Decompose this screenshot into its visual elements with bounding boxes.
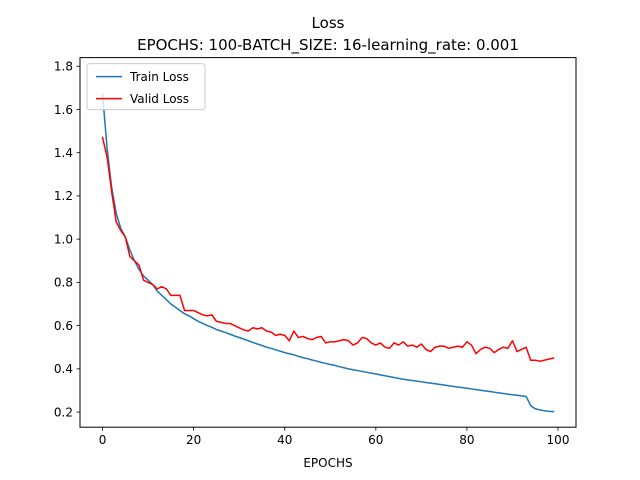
plot-area (101, 93, 555, 413)
series-line-valid-loss (101, 136, 555, 363)
x-tick-label: 60 (368, 433, 383, 447)
x-tick-label: 100 (547, 433, 570, 447)
y-tick-label: 1.6 (54, 103, 73, 117)
y-axis: 0.2 0.4 0.6 0.8 1.0 1.2 1.4 1.6 1.8 (54, 60, 80, 419)
legend-label: Valid Loss (130, 92, 189, 106)
y-tick-label: 1.8 (54, 60, 73, 74)
legend: Train Loss Valid Loss (86, 63, 206, 111)
chart-subtitle: EPOCHS: 100-BATCH_SIZE: 16-learning_rate… (137, 36, 519, 55)
y-tick-label: 0.4 (54, 362, 73, 376)
x-axis: 0 20 40 60 80 100 (99, 427, 570, 447)
x-axis-label: EPOCHS (303, 456, 352, 470)
y-tick-label: 1.2 (54, 189, 73, 203)
chart-title: Loss (312, 14, 345, 32)
y-tick-label: 1.4 (54, 146, 73, 160)
y-tick-label: 0.8 (54, 276, 73, 290)
legend-label: Train Loss (129, 70, 189, 84)
y-tick-label: 0.6 (54, 319, 73, 333)
y-tick-label: 1.0 (54, 232, 73, 246)
x-tick-label: 40 (277, 433, 292, 447)
x-tick-label: 20 (186, 433, 201, 447)
y-tick-label: 0.2 (54, 405, 73, 419)
x-tick-label: 0 (99, 433, 107, 447)
series-line-train-loss (101, 93, 555, 413)
axes-frame (79, 57, 577, 428)
x-tick-label: 80 (459, 433, 474, 447)
